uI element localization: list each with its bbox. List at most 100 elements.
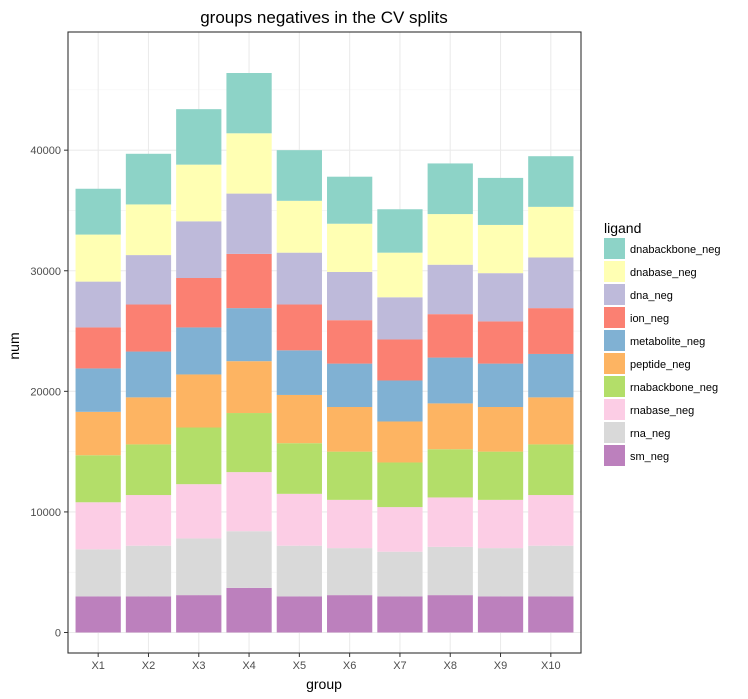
- bar-segment-metabolite_neg-X1: [75, 368, 121, 412]
- legend-label-ion_neg: ion_neg: [630, 313, 669, 325]
- bar-segment-dnabase_neg-X2: [125, 204, 172, 256]
- legend-key-metabolite_neg: [604, 330, 625, 351]
- legend-key-dna_neg: [604, 284, 625, 305]
- bar-segment-sm_neg-X5: [276, 596, 322, 633]
- legend-label-peptide_neg: peptide_neg: [630, 359, 691, 371]
- bar-segment-peptide_neg-X7: [377, 421, 423, 463]
- bar-segment-sm_neg-X3: [176, 595, 222, 633]
- legend-key-rnabase_neg: [604, 399, 625, 420]
- y-tick-label: 30000: [30, 266, 61, 278]
- x-tick-label: X7: [393, 660, 406, 672]
- x-tick-label: X6: [343, 660, 356, 672]
- bar-segment-dnabackbone_neg-X4: [226, 72, 272, 134]
- x-axis-title: group: [306, 676, 342, 692]
- bar-segment-peptide_neg-X5: [276, 394, 322, 444]
- bar-segment-dnabase_neg-X1: [75, 234, 121, 282]
- bar-segment-sm_neg-X4: [226, 587, 272, 633]
- bar-segment-metabolite_neg-X4: [226, 308, 272, 362]
- legend-key-rna_neg: [604, 422, 625, 443]
- bar-segment-rna_neg-X5: [276, 545, 322, 597]
- y-tick-label: 40000: [30, 145, 61, 157]
- bar-segment-rna_neg-X6: [327, 548, 373, 596]
- bar-segment-sm_neg-X10: [528, 596, 574, 633]
- bar-segment-peptide_neg-X6: [327, 407, 373, 452]
- bar-segment-dnabase_neg-X9: [477, 224, 524, 274]
- bar-segment-dna_neg-X3: [176, 221, 222, 278]
- bar-segment-rnabackbone_neg-X5: [276, 443, 322, 494]
- y-axis-title: num: [6, 332, 22, 359]
- bar-segment-dnabackbone_neg-X10: [528, 156, 574, 207]
- bar-segment-ion_neg-X2: [125, 304, 172, 352]
- bar-segment-rnabackbone_neg-X9: [477, 451, 524, 500]
- bar-segment-ion_neg-X6: [327, 320, 373, 364]
- bar-segment-dnabackbone_neg-X7: [377, 209, 423, 253]
- bar-segment-peptide_neg-X2: [125, 397, 172, 445]
- bar-segment-dna_neg-X7: [377, 297, 423, 340]
- x-tick-label: X4: [242, 660, 255, 672]
- legend-label-dna_neg: dna_neg: [630, 290, 673, 302]
- bar-segment-rnabase_neg-X9: [477, 499, 524, 549]
- bar-segment-dnabackbone_neg-X5: [276, 150, 322, 201]
- bar-segment-rna_neg-X3: [176, 538, 222, 596]
- y-tick-label: 20000: [30, 386, 61, 398]
- bar-segment-dnabase_neg-X6: [327, 223, 373, 272]
- bar-segment-sm_neg-X7: [377, 596, 423, 633]
- legend-label-rnabackbone_neg: rnabackbone_neg: [630, 382, 718, 394]
- bars: [75, 72, 574, 633]
- bar-segment-rnabase_neg-X8: [427, 497, 473, 547]
- legend-key-ion_neg: [604, 307, 625, 328]
- bar-segment-dnabackbone_neg-X6: [327, 176, 373, 224]
- bar-segment-peptide_neg-X8: [427, 403, 473, 450]
- bar-segment-metabolite_neg-X3: [176, 327, 222, 375]
- bar-segment-rnabackbone_neg-X8: [427, 449, 473, 498]
- bar-segment-dnabase_neg-X3: [176, 164, 222, 222]
- bar-segment-sm_neg-X8: [427, 595, 473, 633]
- x-tick-label: X10: [541, 660, 561, 672]
- bar-segment-dna_neg-X8: [427, 264, 473, 315]
- bar-segment-dna_neg-X5: [276, 252, 322, 305]
- bar-segment-ion_neg-X9: [477, 321, 524, 364]
- x-tick-label: X5: [293, 660, 306, 672]
- legend: ligand dnabackbone_neg dnabase_neg dna_neg…: [604, 220, 721, 466]
- bar-segment-metabolite_neg-X5: [276, 350, 322, 395]
- x-tick-label: X2: [142, 660, 155, 672]
- bar-segment-dnabackbone_neg-X9: [477, 177, 524, 225]
- legend-label-rna_neg: rna_neg: [630, 428, 670, 440]
- bar-segment-dnabackbone_neg-X2: [125, 153, 172, 205]
- bar-segment-ion_neg-X8: [427, 314, 473, 358]
- legend-label-rnabase_neg: rnabase_neg: [630, 405, 694, 417]
- bar-segment-dnabackbone_neg-X1: [75, 188, 121, 235]
- bar-segment-dna_neg-X9: [477, 273, 524, 322]
- bar-segment-rnabackbone_neg-X2: [125, 444, 172, 496]
- bar-segment-rna_neg-X1: [75, 549, 121, 597]
- bar-segment-rna_neg-X9: [477, 548, 524, 597]
- legend-label-sm_neg: sm_neg: [630, 451, 669, 463]
- bar-segment-dna_neg-X10: [528, 257, 574, 309]
- legend-key-dnabase_neg: [604, 261, 625, 282]
- bar-segment-dnabase_neg-X10: [528, 206, 574, 258]
- bar-segment-metabolite_neg-X6: [327, 363, 373, 408]
- bar-segment-dnabackbone_neg-X3: [176, 109, 222, 165]
- x-axis: X1 X2 X3 X4 X5 X6 X7 X8 X9 X10: [91, 653, 561, 672]
- plot-frame: [67, 31, 582, 654]
- bar-segment-dna_neg-X6: [327, 271, 373, 321]
- legend-label-dnabackbone_neg: dnabackbone_neg: [630, 244, 721, 256]
- bar-segment-ion_neg-X7: [377, 339, 423, 381]
- bar-segment-rnabackbone_neg-X3: [176, 427, 222, 485]
- legend-label-metabolite_neg: metabolite_neg: [630, 336, 705, 348]
- legend-key-peptide_neg: [604, 353, 625, 374]
- x-tick-label: X9: [494, 660, 507, 672]
- legend-label-dnabase_neg: dnabase_neg: [630, 267, 697, 279]
- legend-key-sm_neg: [604, 445, 625, 466]
- bar-segment-metabolite_neg-X7: [377, 380, 423, 422]
- bar-segment-rna_neg-X8: [427, 546, 473, 596]
- bar-segment-rnabackbone_neg-X6: [327, 451, 373, 500]
- bar-segment-rnabase_neg-X4: [226, 472, 272, 532]
- bar-segment-sm_neg-X9: [477, 596, 524, 633]
- bar-segment-rna_neg-X4: [226, 531, 272, 588]
- bar-segment-sm_neg-X2: [125, 596, 172, 633]
- bar-segment-rnabase_neg-X7: [377, 507, 423, 552]
- plot-border: [67, 31, 582, 654]
- bar-segment-rnabase_neg-X1: [75, 502, 121, 550]
